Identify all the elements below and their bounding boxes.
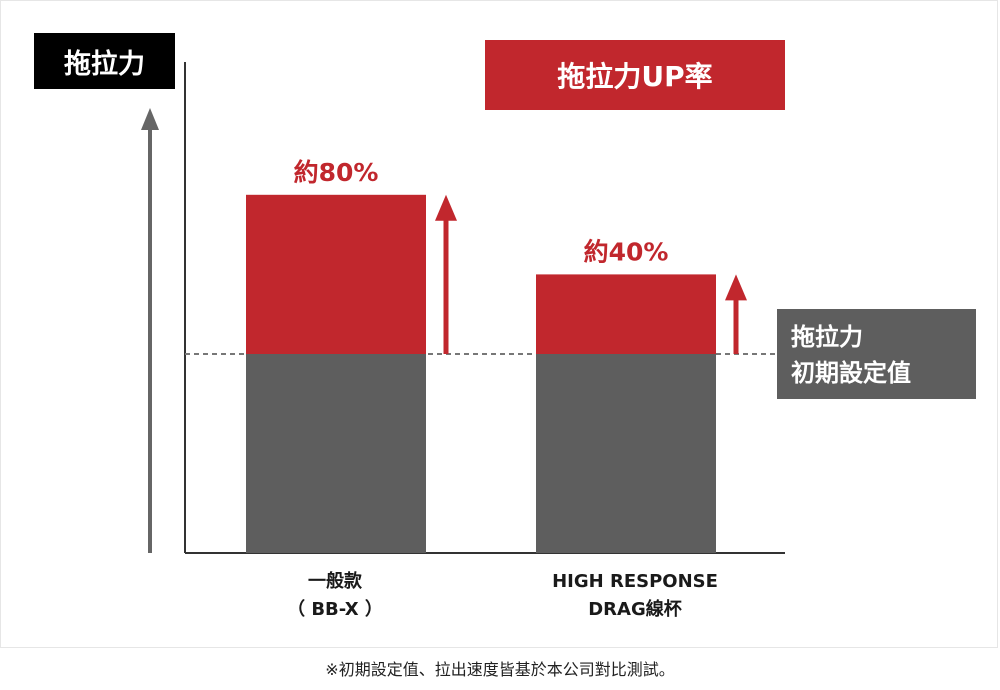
category-label-line: 一般款 [308,571,362,592]
data-label: 約40% [584,237,669,266]
category-label-high-response: HIGH RESPONSE DRAG線杯 [505,568,765,624]
category-label-standard: 一般款 （ BB-X ） [205,568,465,624]
increase-arrows [435,194,747,354]
footnote: ※初期設定值、拉出速度皆基於本公司對比測試。 [325,660,675,679]
data-labels: 約80% 約40% [294,158,669,267]
data-label: 約80% [294,158,379,187]
baseline-label-line-1: 拖拉力 [791,323,863,351]
bars [246,194,716,553]
bar-baseline [536,354,716,553]
baseline-label-line-2: 初期設定值 [791,359,911,387]
baseline-label: 拖拉力 初期設定值 [777,309,976,399]
increase-arrow-head-icon [725,274,747,301]
category-label-line: HIGH RESPONSE [552,571,718,592]
legend-up-rate: 拖拉力UP率 [485,40,785,110]
y-arrow-head-icon [141,108,159,130]
y-axis-title: 拖拉力 [34,33,175,89]
category-label-line: DRAG線杯 [588,599,682,620]
bar-baseline [246,354,426,553]
increase-arrow-head-icon [435,194,457,221]
chart-frame [0,0,998,648]
bar-increase [246,194,426,354]
category-label-line: （ BB-X ） [287,599,383,620]
bar-increase [536,274,716,354]
